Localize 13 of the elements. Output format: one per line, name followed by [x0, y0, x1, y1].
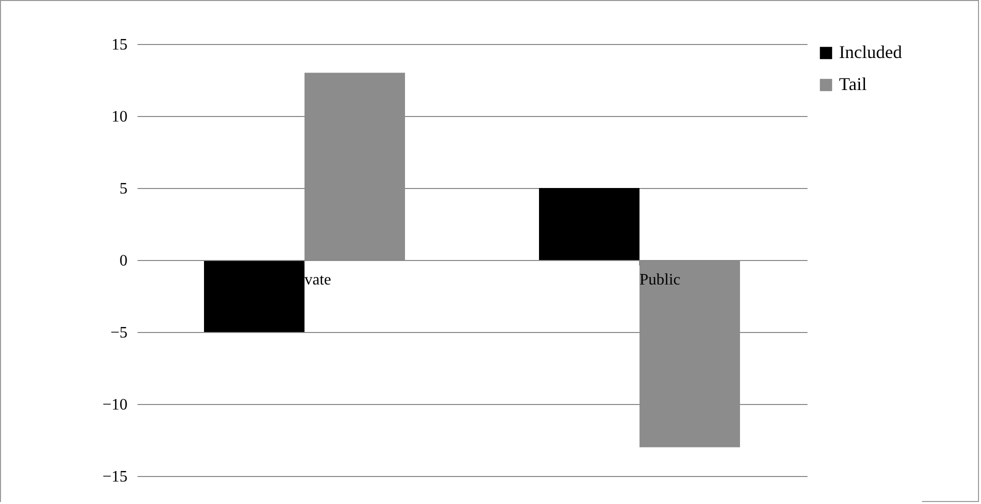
- legend-label: Tail: [839, 74, 867, 94]
- y-tick-label: −5: [110, 324, 128, 342]
- legend-label: Included: [839, 42, 902, 62]
- bar: [204, 260, 304, 332]
- y-tick-label: −15: [102, 468, 128, 486]
- bar: [539, 188, 640, 260]
- y-tick-label: 10: [112, 108, 128, 126]
- y-tick-label: 0: [120, 252, 128, 270]
- x-tick-label: vate: [304, 272, 332, 288]
- y-tick-label: 15: [112, 36, 128, 54]
- x-tick-label: Public: [640, 272, 680, 288]
- y-tick-label: −10: [102, 396, 128, 414]
- y-tick-label: 5: [120, 180, 128, 198]
